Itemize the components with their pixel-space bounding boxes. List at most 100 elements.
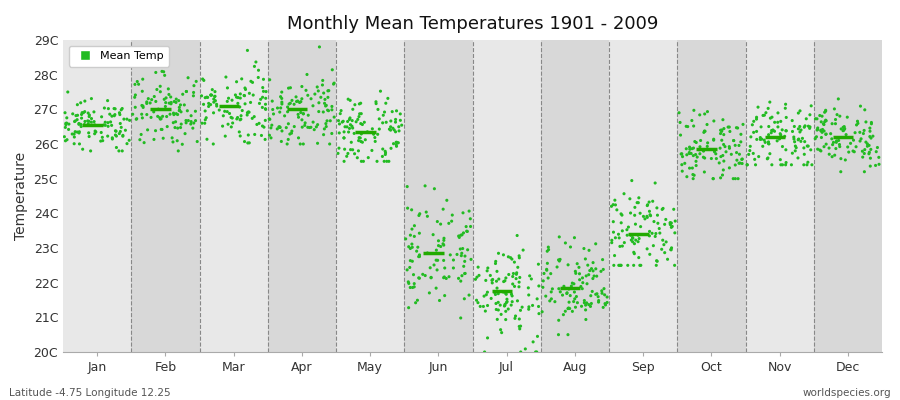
Point	[325, 103, 339, 110]
Point	[225, 120, 239, 126]
Point	[331, 118, 346, 124]
Point	[240, 112, 255, 118]
Point	[87, 118, 102, 125]
Point	[144, 114, 158, 120]
Point	[663, 246, 678, 253]
Point	[778, 159, 793, 166]
Point	[437, 265, 452, 271]
Point	[859, 119, 873, 125]
Point	[375, 153, 390, 160]
Point	[198, 108, 212, 114]
Point	[778, 105, 793, 112]
Point	[801, 159, 815, 166]
Point	[281, 120, 295, 127]
Point	[113, 128, 128, 135]
Point	[712, 160, 726, 166]
Point	[445, 218, 459, 224]
Point	[350, 154, 365, 161]
Point	[582, 267, 597, 274]
Point	[390, 143, 404, 150]
Point	[596, 266, 610, 273]
Point	[822, 145, 836, 151]
Point	[154, 116, 168, 122]
Point	[682, 150, 697, 157]
Point	[868, 162, 883, 169]
Point	[220, 98, 235, 105]
Point	[238, 85, 252, 91]
Point	[354, 120, 368, 127]
Point	[608, 202, 623, 208]
Point	[573, 283, 588, 290]
Point	[434, 243, 448, 250]
Point	[589, 266, 603, 272]
Point	[108, 128, 122, 134]
Y-axis label: Temperature: Temperature	[14, 152, 28, 240]
Point	[354, 110, 368, 117]
Point	[332, 130, 347, 136]
Point	[606, 202, 620, 208]
Point	[158, 72, 172, 78]
Point	[716, 158, 731, 164]
Point	[254, 132, 268, 139]
Point	[321, 108, 336, 114]
Point	[664, 220, 679, 226]
Point	[693, 137, 707, 144]
Point	[262, 116, 276, 122]
Point	[208, 98, 222, 104]
Point	[512, 316, 526, 322]
Point	[871, 154, 886, 160]
Point	[312, 44, 327, 50]
Point	[72, 141, 86, 147]
Point	[667, 206, 681, 212]
Point	[814, 127, 828, 134]
Point	[97, 105, 112, 111]
Point	[353, 110, 367, 117]
Point	[548, 298, 562, 305]
Point	[818, 108, 832, 114]
Point	[554, 289, 568, 295]
Point	[429, 247, 444, 253]
Point	[579, 316, 593, 323]
Point	[299, 87, 313, 94]
Point	[760, 156, 775, 162]
Point	[254, 96, 268, 102]
Point	[315, 82, 329, 88]
Point	[94, 114, 109, 120]
Point	[284, 130, 299, 136]
Point	[107, 105, 122, 112]
Point	[147, 109, 161, 115]
Point	[648, 233, 662, 240]
Point	[572, 264, 586, 270]
Point	[158, 100, 173, 106]
Point	[160, 123, 175, 130]
Point	[836, 127, 850, 134]
Point	[580, 280, 594, 287]
Point	[569, 293, 583, 300]
Point	[631, 200, 645, 206]
Point	[108, 132, 122, 138]
Point	[658, 250, 672, 256]
Point	[108, 106, 122, 112]
Point	[112, 148, 126, 154]
Point	[530, 333, 544, 340]
Point	[787, 134, 801, 140]
Point	[378, 150, 392, 156]
Point	[481, 335, 495, 341]
Point	[147, 136, 161, 143]
Point	[594, 268, 608, 274]
Point	[801, 143, 815, 149]
Point	[567, 289, 581, 295]
Point	[504, 302, 518, 308]
Point	[664, 247, 679, 253]
Point	[562, 299, 576, 305]
Point	[405, 258, 419, 264]
Point	[75, 115, 89, 121]
Point	[706, 176, 720, 182]
Point	[454, 232, 469, 238]
Point	[375, 146, 390, 152]
Point	[598, 300, 612, 307]
Point	[68, 118, 82, 125]
Point	[403, 284, 418, 291]
Point	[552, 317, 566, 324]
Point	[631, 232, 645, 238]
